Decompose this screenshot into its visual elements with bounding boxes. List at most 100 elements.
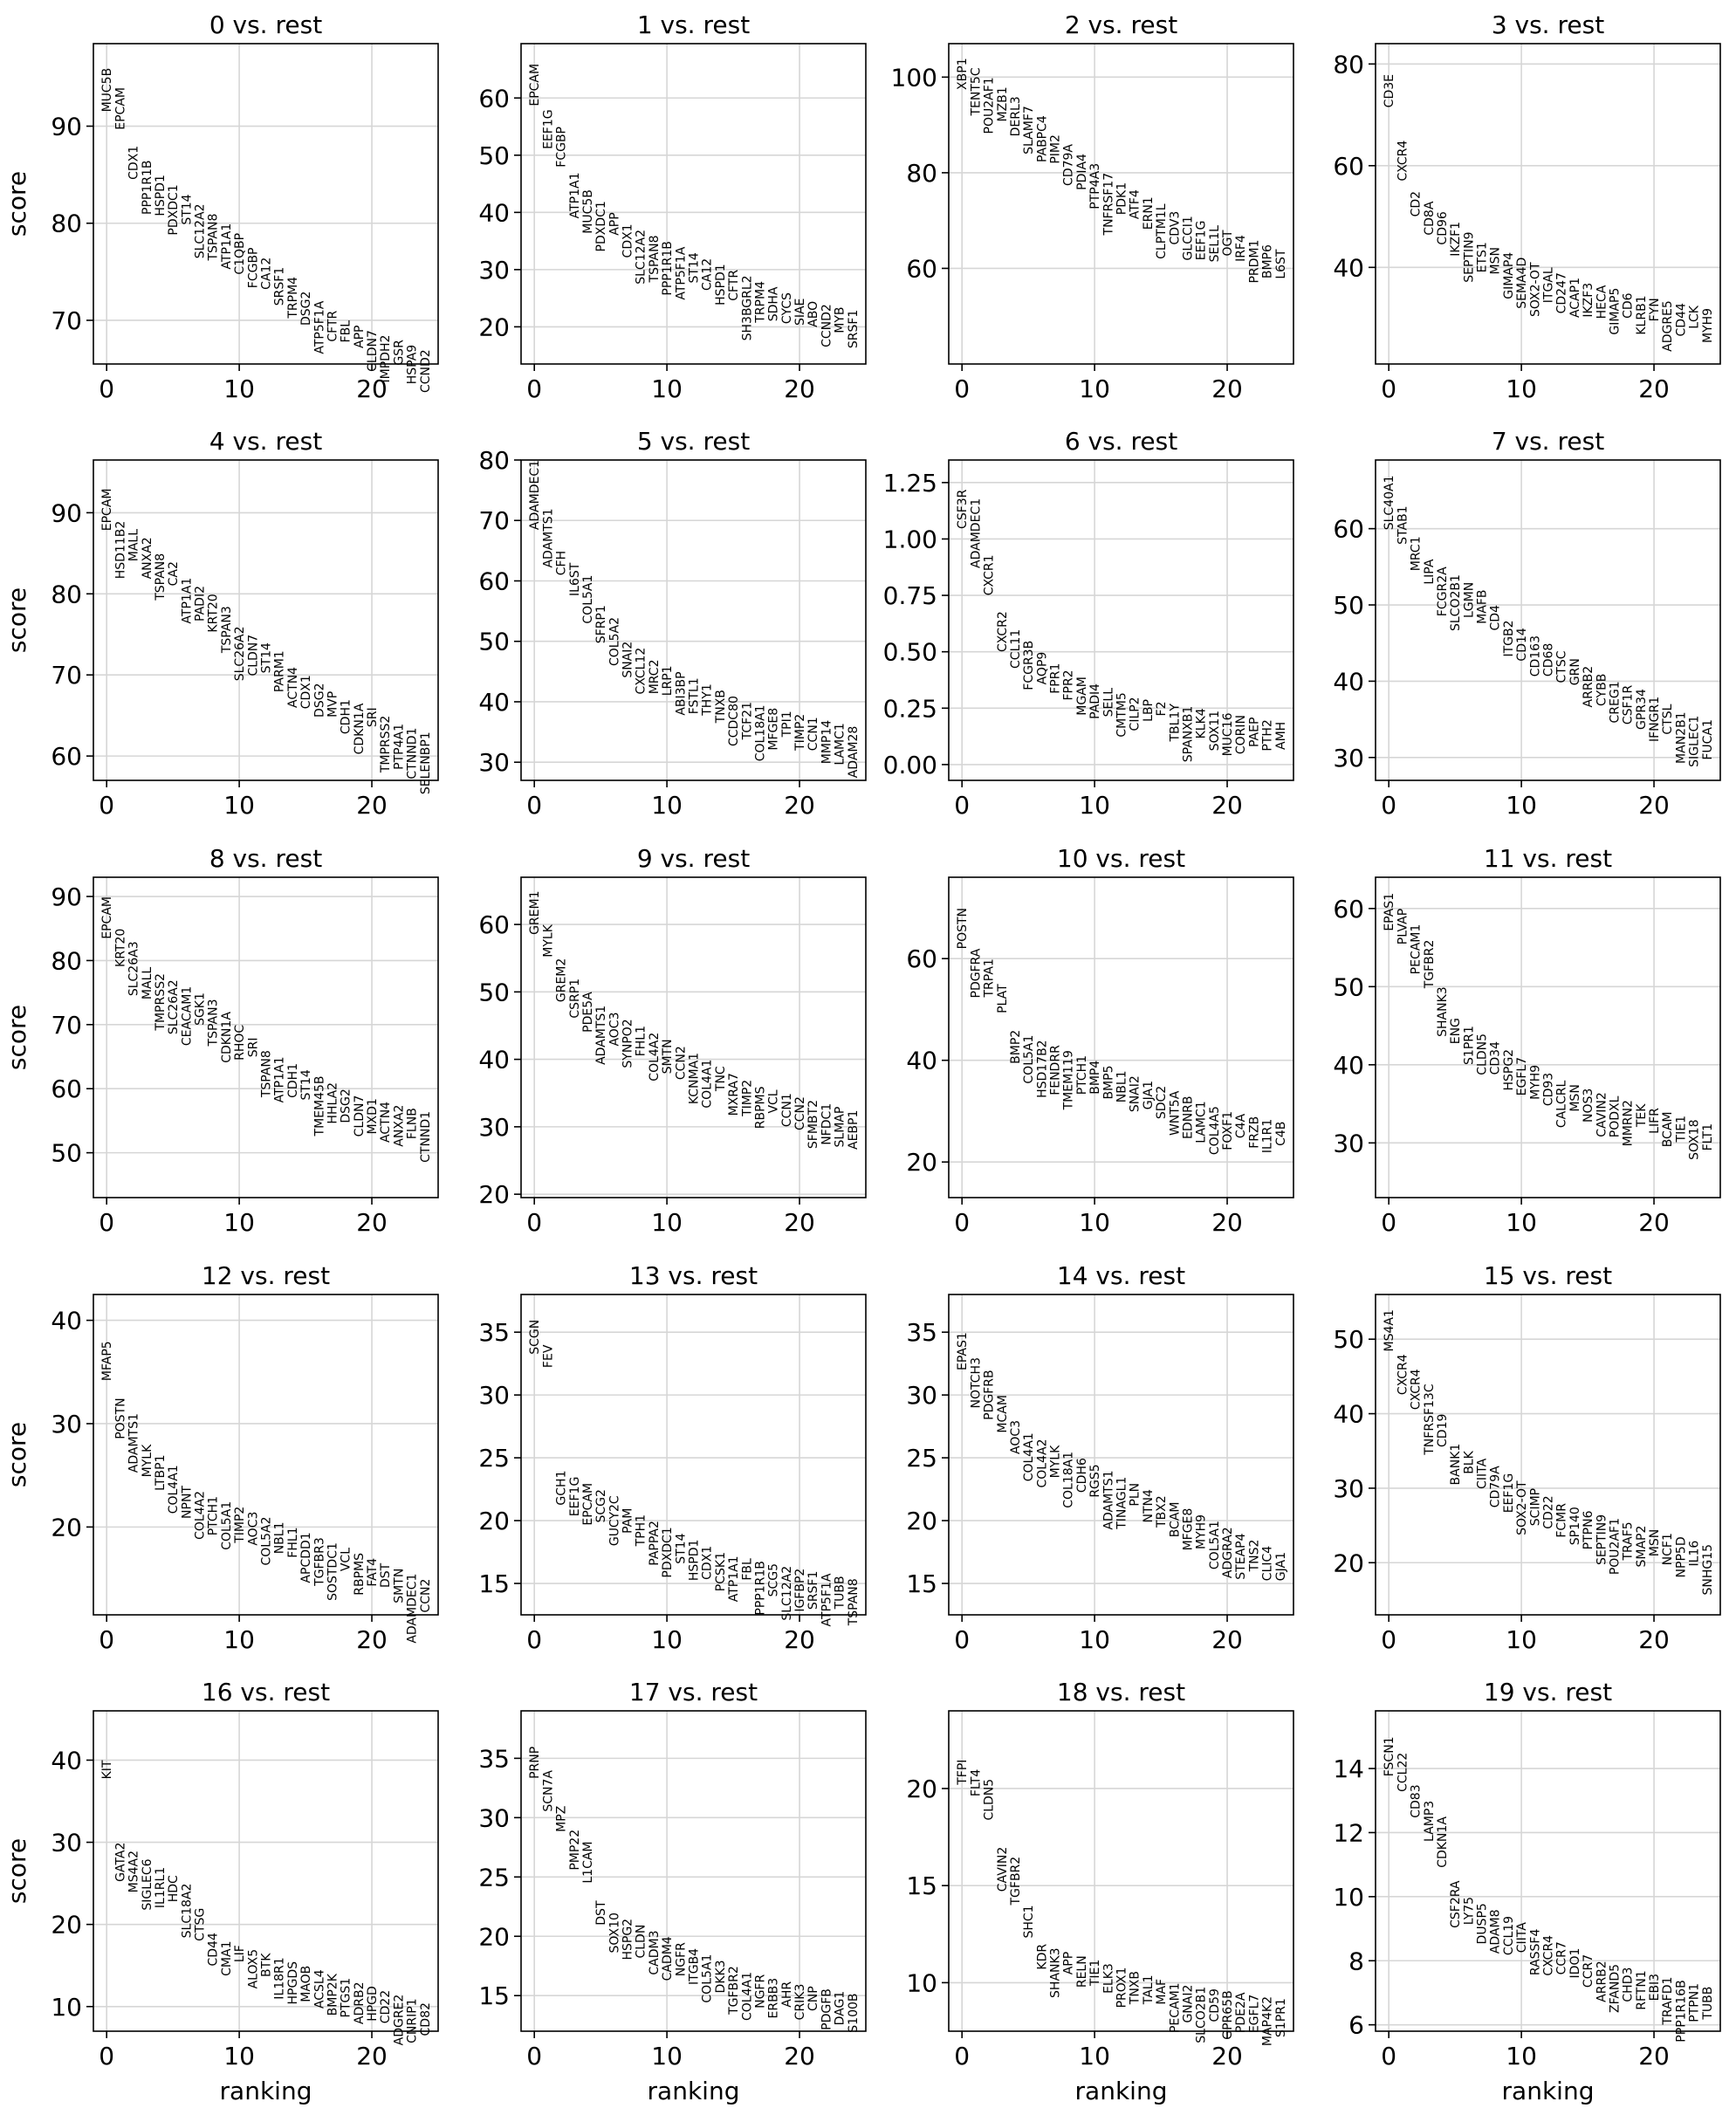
x-tick-label: 10 <box>651 374 683 403</box>
gene-label: FCMR <box>1555 1503 1569 1538</box>
gene-label: PODXL <box>1609 1095 1623 1137</box>
gene-label: IL16 <box>1688 1541 1702 1567</box>
x-tick-label: 0 <box>1381 1625 1396 1654</box>
x-tick-label: 10 <box>1079 2042 1110 2070</box>
y-tick-label: 50 <box>478 628 510 656</box>
gene-label: GLCCI1 <box>1182 216 1196 260</box>
gene-label: SOX11 <box>1208 711 1222 751</box>
gene-label: CD14 <box>1515 628 1529 661</box>
gene-label: TGFBR3 <box>312 1537 326 1587</box>
gene-label: MMP14 <box>820 720 834 765</box>
gene-label: CCN1 <box>806 717 820 751</box>
gene-label: CLDN5 <box>983 1779 997 1821</box>
x-tick-label: 20 <box>356 1625 388 1654</box>
gene-label: CXCR1 <box>983 555 997 596</box>
gene-label: TRAF5 <box>1622 1521 1636 1561</box>
y-tick-label: 1.25 <box>883 469 937 498</box>
gene-label: LY75 <box>1462 1897 1476 1925</box>
gene-label: IL1RL1 <box>154 1867 168 1908</box>
gene-label: TIE1 <box>1674 1116 1688 1143</box>
gene-label: AQP9 <box>1035 652 1049 685</box>
y-tick-label: 40 <box>1333 667 1364 696</box>
gene-label: CXCR2 <box>996 611 1010 652</box>
gene-label: CTSC <box>1555 650 1569 683</box>
panel-title: 13 vs. rest <box>629 1261 758 1290</box>
gene-label: COL5A1 <box>1208 1521 1222 1569</box>
gene-label: MXD1 <box>366 1098 380 1134</box>
panel-title: 15 vs. rest <box>1484 1261 1612 1290</box>
gene-label: HPGD <box>366 1986 380 2022</box>
panel-title: 18 vs. rest <box>1057 1678 1185 1706</box>
y-tick-label: 40 <box>1333 253 1364 282</box>
gene-label: THY1 <box>701 683 715 717</box>
gene-label: DSG2 <box>312 683 326 718</box>
gene-label: LAMP3 <box>1423 1801 1437 1842</box>
gene-label: SLCO2B1 <box>1195 1987 1209 2043</box>
y-tick-label: 40 <box>1333 1400 1364 1429</box>
gene-label: PPP1R16B <box>1674 1980 1688 2042</box>
gene-label: FHL1 <box>286 1527 300 1557</box>
gene-label: IL1R1 <box>1261 1119 1275 1153</box>
gene-label: ATP1A1 <box>273 1057 287 1103</box>
gene-label: COL5A2 <box>607 617 621 666</box>
axes-frame <box>93 1294 439 1616</box>
gene-label: DST <box>594 1900 608 1926</box>
gene-label: RBPMS <box>754 1086 768 1129</box>
gene-label: SRI <box>366 707 380 727</box>
gene-label: CSF1R <box>1622 685 1636 725</box>
gene-label: GNAI2 <box>1182 1985 1196 2023</box>
panel-title: 2 vs. rest <box>1065 10 1177 39</box>
gene-label: MFAP5 <box>100 1341 114 1381</box>
y-tick-label: 60 <box>478 84 510 113</box>
axes-frame <box>520 43 867 365</box>
x-tick-label: 20 <box>1211 1625 1243 1654</box>
gene-label: SCG2 <box>594 1489 608 1522</box>
gene-label: ADAMTS1 <box>541 508 555 567</box>
gene-label: ADAMDEC1 <box>528 460 542 530</box>
x-tick-label: 20 <box>356 2042 388 2070</box>
x-tick-label: 20 <box>1211 2042 1243 2070</box>
gene-label: ANXA2 <box>141 537 154 579</box>
gene-label: MUC5B <box>581 189 595 234</box>
gene-label: MFGE8 <box>767 708 781 751</box>
gene-label: TSPAN8 <box>207 214 221 262</box>
gene-label: TGFBR2 <box>1009 1857 1023 1906</box>
gene-label: TIMP2 <box>740 1080 754 1117</box>
y-tick-label: 60 <box>1333 895 1364 924</box>
gene-label: ADAMTS1 <box>127 1413 141 1473</box>
gene-label: CCL22 <box>1396 1753 1410 1792</box>
gene-label: BCAM <box>1661 1112 1675 1148</box>
gene-label: PPP1R1B <box>754 1561 768 1615</box>
gene-label: COL5A1 <box>581 575 595 624</box>
gene-label: BMP6 <box>1261 244 1275 278</box>
gene-label: COL5A2 <box>260 1517 274 1566</box>
gene-label: CADM4 <box>661 1936 675 1981</box>
gene-label: LCK <box>1688 305 1702 329</box>
gene-label: CYBB <box>1595 674 1609 706</box>
panel-title: 19 vs. rest <box>1484 1678 1612 1706</box>
gene-label: SIGLEC1 <box>1688 716 1702 767</box>
y-tick-label: 90 <box>51 498 82 527</box>
gene-label: IRF4 <box>1234 235 1248 262</box>
gene-label: MALL <box>127 529 141 561</box>
gene-label: GJA1 <box>1142 1081 1156 1109</box>
gene-label: CXCR4 <box>1396 1354 1410 1395</box>
gene-label: TRPM4 <box>286 277 300 319</box>
gene-label: COL4A1 <box>167 1465 181 1514</box>
panel-title: 7 vs. rest <box>1492 427 1604 456</box>
gene-label: IKZF1 <box>1449 222 1463 257</box>
gene-label: RHOC <box>233 1025 247 1061</box>
gene-label: CLIC4 <box>1261 1546 1275 1581</box>
gene-label: FSCN1 <box>1383 1736 1396 1776</box>
panel-title: 16 vs. rest <box>202 1678 330 1706</box>
gene-label: CDX1 <box>621 223 635 258</box>
gene-label: CLDN5 <box>1476 1033 1490 1075</box>
gene-label: TUBB <box>1701 1987 1715 2021</box>
gene-label: EEF1G <box>568 1477 582 1517</box>
gene-label: COL4A1 <box>1022 1432 1036 1481</box>
gene-label: TMPRSS2 <box>379 716 393 773</box>
gene-label: MAN2B1 <box>1674 711 1688 764</box>
